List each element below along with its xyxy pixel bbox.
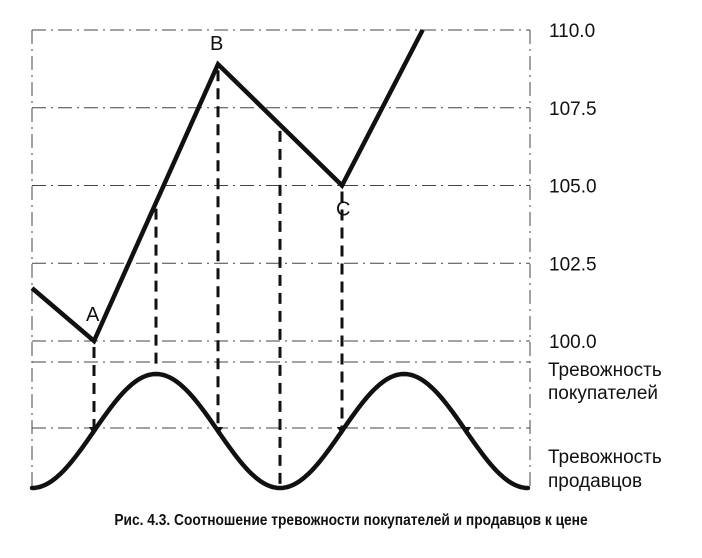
buyers-label-line1: Тревожность xyxy=(548,360,662,381)
point-label-a: A xyxy=(86,304,100,326)
sellers-label-line1: Тревожность xyxy=(548,447,662,468)
y-tick-label: 102.5 xyxy=(549,254,597,275)
y-axis-ticks: 110.0 107.5 105.0 102.5 100.0 xyxy=(549,21,597,353)
crossing-markers xyxy=(89,427,471,435)
crossing-marker xyxy=(337,427,347,435)
point-labels: A B C xyxy=(86,33,350,326)
point-label-b: B xyxy=(210,33,223,55)
crossing-marker xyxy=(89,427,99,435)
y-tick-label: 110.0 xyxy=(549,21,595,42)
point-label-c: C xyxy=(336,199,350,221)
figure-caption: Рис. 4.3. Соотношение тревожности покупа… xyxy=(49,512,653,530)
caption-text: Соотношение тревожности покупателей и пр… xyxy=(174,512,588,529)
vertical-dashed-links xyxy=(92,70,344,484)
crossing-marker xyxy=(461,427,471,435)
buyers-label-line2: покупателей xyxy=(548,383,658,404)
price-line xyxy=(30,28,425,345)
crossing-marker xyxy=(213,427,223,435)
y-tick-label: 107.5 xyxy=(549,99,597,120)
y-tick-label: 105.0 xyxy=(549,177,597,198)
grid-lines xyxy=(31,29,531,490)
caption-prefix: Рис. 4.3. xyxy=(114,512,171,529)
chart: 110.0 107.5 105.0 102.5 100.0 A B C Тревожност… xyxy=(29,21,662,492)
sellers-label-line2: продавцов xyxy=(548,471,642,492)
anxiety-curve xyxy=(29,371,531,491)
y-tick-label: 100.0 xyxy=(549,332,597,353)
